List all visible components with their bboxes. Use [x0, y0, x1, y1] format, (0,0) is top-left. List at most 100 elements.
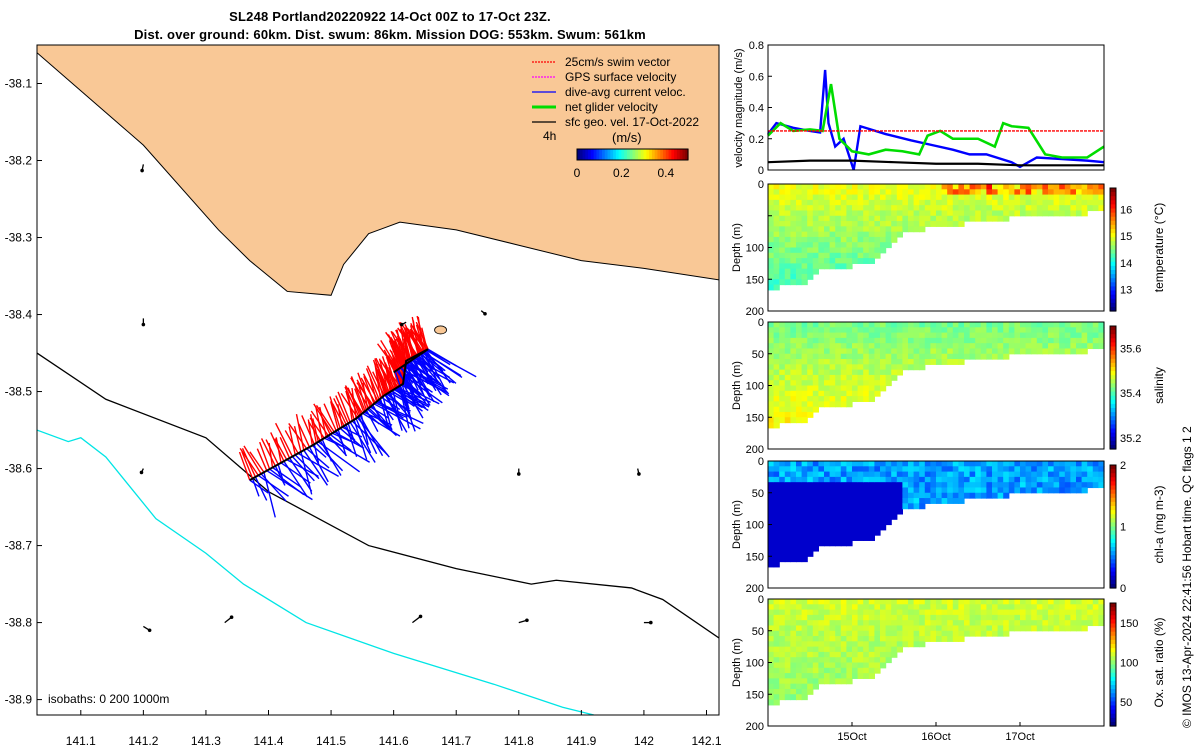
- salinity-colorbar-swatch: [1110, 428, 1116, 434]
- swim-vector: [332, 403, 345, 427]
- temperature-cell: [952, 205, 959, 212]
- temperature-cell: [975, 199, 982, 206]
- salinity-cell: [997, 343, 1004, 350]
- colorbar-swatch: [629, 149, 634, 160]
- chla-cell: [980, 482, 987, 489]
- swim-vector: [249, 451, 265, 473]
- chla-cell: [880, 466, 887, 473]
- chla-cell: [919, 476, 926, 483]
- oxygen-cell: [784, 673, 791, 679]
- temperature-cell: [829, 210, 836, 217]
- chla-cell: [790, 503, 797, 510]
- temperature-cell: [924, 210, 931, 217]
- chla-cell: [824, 513, 831, 520]
- chla-cell: [868, 503, 875, 510]
- chla-cell: [790, 487, 797, 494]
- oxygen-cell: [1036, 620, 1043, 627]
- oxygen-cell: [840, 614, 847, 621]
- chla-cell: [779, 461, 786, 467]
- salinity-cell: [846, 327, 853, 334]
- section-x-tick-label: 17Oct: [1005, 731, 1034, 743]
- chla-cell: [885, 508, 892, 515]
- oxygen-cell: [835, 667, 842, 674]
- oxygen-cell: [1081, 614, 1088, 621]
- salinity-cell: [863, 337, 870, 344]
- chla-cell: [801, 535, 808, 541]
- oxygen-cell: [773, 614, 780, 621]
- dac-vector: [385, 394, 398, 414]
- salinity-cell: [779, 390, 786, 397]
- salinity-cell: [812, 353, 819, 360]
- temperature-cell: [824, 258, 831, 264]
- oxygen-cell: [829, 599, 836, 605]
- chla-cell: [812, 524, 819, 531]
- oxygen-cell: [846, 651, 853, 658]
- temperature-cell: [784, 231, 791, 238]
- salinity-cell: [796, 385, 803, 392]
- salinity-cell: [986, 337, 993, 344]
- chla-cell: [1059, 466, 1066, 473]
- chla-colorbar-tick-label: 2: [1120, 460, 1126, 472]
- oxygen-cell: [1025, 599, 1032, 605]
- chla-cell: [835, 508, 842, 515]
- temperature-cell: [807, 226, 814, 233]
- oxygen-cell: [768, 646, 775, 653]
- chla-cell: [975, 471, 982, 478]
- oxygen-cell: [768, 678, 775, 685]
- salinity-cell: [885, 364, 892, 371]
- chla-cell: [773, 498, 780, 504]
- chla-cell: [846, 535, 853, 541]
- salinity-cell: [857, 390, 864, 397]
- temperature-cell: [812, 210, 819, 217]
- oxygen-cell: [1003, 609, 1010, 616]
- oxygen-cell: [790, 630, 797, 637]
- chla-colorbar-swatch: [1110, 477, 1116, 482]
- oxygen-cell: [773, 630, 780, 637]
- temperature-cell: [874, 247, 881, 254]
- salinity-cell: [896, 332, 903, 339]
- salinity-cell: [975, 337, 982, 344]
- temperature-cell: [779, 252, 786, 259]
- oxygen-colorbar-swatch: [1110, 713, 1116, 719]
- salinity-cell: [958, 348, 965, 355]
- oxygen-cell: [1048, 599, 1055, 605]
- temperature-cell: [779, 194, 786, 201]
- oxygen-cell: [1064, 599, 1071, 605]
- salinity-cell: [1092, 343, 1099, 350]
- salinity-cell: [992, 337, 999, 344]
- salinity-colorbar-swatch: [1110, 424, 1116, 430]
- temperature-cell: [930, 215, 937, 222]
- oxygen-cell: [969, 604, 976, 611]
- temperature-cell: [908, 215, 915, 222]
- salinity-cell: [1048, 343, 1055, 350]
- oxygen-cell: [846, 646, 853, 653]
- oxygen-cell: [846, 662, 853, 669]
- temperature-cell: [784, 215, 791, 222]
- temperature-cell: [936, 199, 943, 206]
- salinity-cell: [992, 332, 999, 339]
- chart-title: SL248 Portland20220922 14-Oct 00Z to 17-…: [229, 9, 551, 24]
- salinity-cell: [840, 337, 847, 344]
- salinity-cell: [801, 390, 808, 397]
- swim-vector: [309, 417, 325, 439]
- salinity-cell: [975, 332, 982, 339]
- oxygen-cell: [1081, 599, 1088, 605]
- temperature-cell: [1014, 210, 1021, 217]
- salinity-cell: [885, 332, 892, 339]
- temperature-cell: [964, 199, 971, 206]
- temperature-cell: [835, 221, 842, 227]
- oxygen-cell: [846, 641, 853, 648]
- oxygen-cell: [768, 630, 775, 637]
- chla-cell: [768, 487, 775, 494]
- chla-cell: [947, 482, 954, 489]
- chla-y-tick-label: 0: [758, 456, 764, 468]
- temperature-cell: [796, 252, 803, 259]
- chla-colorbar-swatch: [1110, 518, 1116, 523]
- chla-cell: [891, 513, 898, 520]
- salinity-y-tick-label: 200: [746, 444, 764, 456]
- temperature-cell: [868, 247, 875, 254]
- map-y-tick-label: -38.4: [5, 308, 33, 322]
- temperature-cell: [1042, 205, 1049, 212]
- salinity-cell: [975, 322, 982, 328]
- temperature-cell: [992, 215, 999, 222]
